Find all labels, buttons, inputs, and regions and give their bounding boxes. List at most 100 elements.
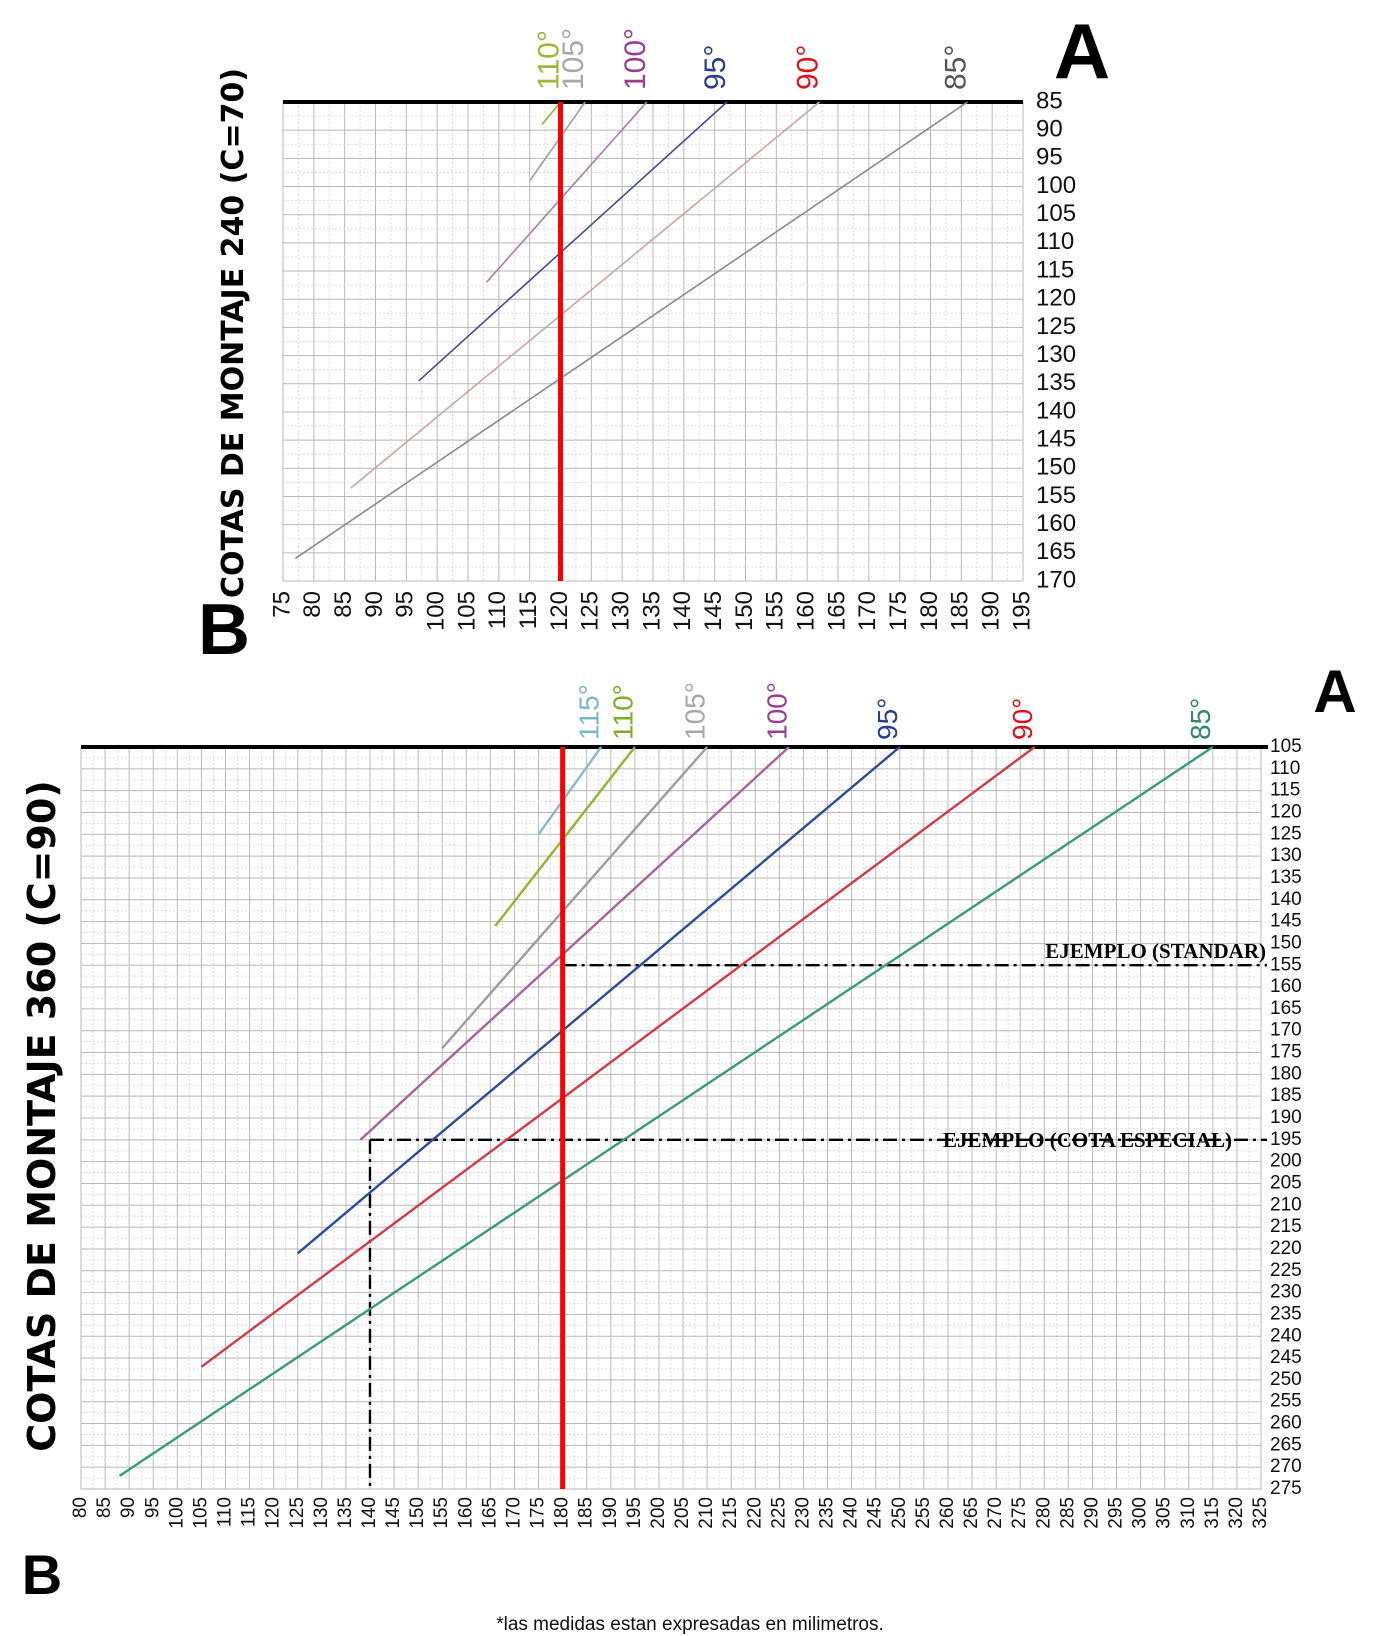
y-tick-label: 155: [1036, 482, 1076, 509]
y-tick-label: 225: [1270, 1260, 1302, 1281]
x-tick-label: 190: [978, 591, 1005, 631]
y-tick-label: 245: [1270, 1347, 1302, 1368]
series-angle-label: 95°: [699, 45, 732, 90]
y-tick-label: 170: [1270, 1020, 1302, 1041]
y-tick-label: 130: [1270, 845, 1302, 866]
x-tick-label: 225: [768, 1497, 789, 1529]
y-tick-label: 160: [1270, 976, 1302, 997]
y-tick-label: 185: [1270, 1085, 1302, 1106]
x-tick-label: 160: [793, 591, 820, 631]
x-tick-label: 175: [528, 1497, 549, 1529]
series-lines: [294, 101, 968, 581]
x-tick-label: 135: [638, 591, 665, 631]
x-tick-label: 90: [361, 591, 388, 618]
y-tick-label: 200: [1270, 1151, 1302, 1172]
y-tick-label: 180: [1270, 1063, 1302, 1084]
y-tick-label: 240: [1270, 1325, 1302, 1346]
y-tick-label: 265: [1270, 1434, 1302, 1455]
annotation-special: EJEMPLO (COTA ESPECIAL): [943, 1128, 1232, 1152]
y-tick-label: 205: [1270, 1172, 1302, 1193]
y-tick-label: 270: [1270, 1456, 1302, 1477]
x-tick-label: 295: [1106, 1497, 1127, 1529]
y-axis-ticks: 1051101151201251301351401451501551601651…: [1270, 736, 1302, 1499]
x-tick-label: 270: [985, 1497, 1006, 1529]
y-tick-label: 140: [1036, 397, 1076, 424]
x-tick-label: 125: [577, 591, 604, 631]
x-tick-label: 95: [392, 591, 419, 618]
x-tick-label: 120: [546, 591, 573, 631]
y-tick-label: 125: [1270, 823, 1302, 844]
y-tick-label: 170: [1036, 566, 1076, 593]
y-tick-label: 150: [1036, 454, 1076, 481]
chart-upper: 75 80 85 90 95 100 105 110 115 120 125 130 135 140 145…: [198, 7, 1110, 670]
x-tick-label: 155: [762, 591, 789, 631]
example-lines: [368, 964, 1267, 1489]
x-tick-label: 325: [1250, 1497, 1271, 1529]
y-tick-label: 135: [1270, 867, 1302, 888]
series-line: [200, 746, 1036, 1368]
x-tick-label: 300: [1130, 1497, 1151, 1529]
x-tick-label: 145: [700, 591, 727, 631]
x-tick-label: 100: [166, 1497, 187, 1529]
grid: [282, 100, 1024, 582]
x-tick-label: 245: [865, 1497, 886, 1529]
x-tick-label: 265: [961, 1497, 982, 1529]
x-tick-label: 220: [744, 1497, 765, 1529]
grid: [80, 745, 1268, 1490]
x-tick-label: 90: [118, 1497, 139, 1518]
y-tick-label: 250: [1270, 1369, 1302, 1390]
x-tick-label: 310: [1178, 1497, 1199, 1529]
x-tick-label: 80: [299, 591, 326, 618]
y-axis-label: COTAS DE MONTAJE 360 (C=90): [20, 780, 64, 1451]
y-tick-label: 175: [1270, 1042, 1302, 1063]
y-tick-label: 120: [1270, 801, 1302, 822]
series-angle-label: 110°: [532, 30, 565, 90]
series-angle-label: 95°: [872, 698, 903, 740]
x-tick-label: 235: [817, 1497, 838, 1529]
x-tick-label: 80: [70, 1497, 91, 1518]
x-tick-label: 100: [423, 591, 450, 631]
y-tick-label: 160: [1036, 510, 1076, 537]
x-tick-label: 240: [841, 1497, 862, 1529]
y-tick-label: 90: [1036, 116, 1063, 143]
y-tick-label: 195: [1270, 1129, 1302, 1150]
y-tick-label: 145: [1270, 911, 1302, 932]
x-tick-label: 320: [1226, 1497, 1247, 1529]
x-tick-label: 210: [696, 1497, 717, 1529]
x-tick-label: 180: [552, 1497, 573, 1529]
y-tick-label: 150: [1270, 932, 1302, 953]
y-tick-label: 110: [1036, 228, 1074, 255]
corner-label-bottom: B: [22, 1543, 62, 1606]
y-tick-label: 115: [1270, 780, 1300, 801]
x-tick-label: 150: [407, 1497, 428, 1529]
x-tick-label: 205: [672, 1497, 693, 1529]
y-tick-label: 130: [1036, 341, 1076, 368]
x-tick-label: 110: [484, 591, 511, 629]
series-angle-label: 105°: [557, 28, 590, 90]
x-tick-label: 140: [359, 1497, 380, 1529]
x-tick-label: 145: [383, 1497, 404, 1529]
y-tick-label: 235: [1270, 1303, 1302, 1324]
x-tick-label: 120: [263, 1497, 284, 1529]
series-line: [359, 746, 790, 1141]
x-tick-label: 130: [608, 591, 635, 631]
y-tick-label: 105: [1036, 200, 1076, 227]
x-tick-label: 250: [889, 1497, 910, 1529]
x-tick-label: 230: [792, 1497, 813, 1529]
annotation-standard: EJEMPLO (STANDAR): [1045, 939, 1266, 963]
x-tick-label: 285: [1057, 1497, 1078, 1529]
y-tick-label: 105: [1270, 736, 1302, 757]
x-tick-label: 160: [455, 1497, 476, 1529]
series-labels: 110°105° 100° 95° 90° 85°: [532, 28, 972, 90]
x-tick-label: 125: [287, 1497, 308, 1529]
x-tick-label: 190: [600, 1497, 621, 1529]
y-tick-label: 110: [1270, 758, 1300, 779]
x-tick-label: 85: [330, 591, 357, 618]
x-tick-label: 115: [239, 1497, 260, 1527]
x-tick-label: 150: [731, 591, 758, 631]
x-tick-label: 105: [453, 591, 480, 631]
x-tick-label: 165: [479, 1497, 500, 1529]
x-tick-label: 155: [431, 1497, 452, 1529]
y-tick-label: 115: [1036, 256, 1074, 283]
y-tick-label: 145: [1036, 425, 1076, 452]
